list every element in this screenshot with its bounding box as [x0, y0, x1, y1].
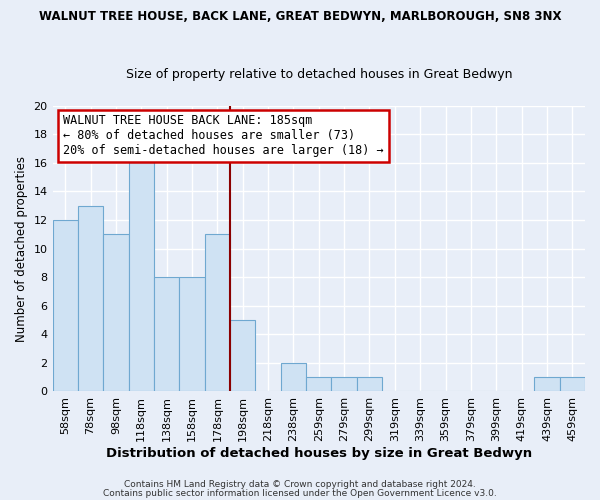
Y-axis label: Number of detached properties: Number of detached properties [15, 156, 28, 342]
Bar [560, 377, 585, 392]
Bar [78, 206, 103, 392]
Bar [306, 377, 331, 392]
Title: Size of property relative to detached houses in Great Bedwyn: Size of property relative to detached ho… [125, 68, 512, 81]
Bar [205, 234, 230, 392]
Bar [128, 148, 154, 392]
Bar [230, 320, 256, 392]
Text: WALNUT TREE HOUSE, BACK LANE, GREAT BEDWYN, MARLBOROUGH, SN8 3NX: WALNUT TREE HOUSE, BACK LANE, GREAT BEDW… [39, 10, 561, 23]
Bar [331, 377, 357, 392]
Bar [103, 234, 128, 392]
Text: Contains HM Land Registry data © Crown copyright and database right 2024.: Contains HM Land Registry data © Crown c… [124, 480, 476, 489]
Text: Contains public sector information licensed under the Open Government Licence v3: Contains public sector information licen… [103, 488, 497, 498]
Bar [53, 220, 78, 392]
Bar [357, 377, 382, 392]
Bar [281, 363, 306, 392]
Text: WALNUT TREE HOUSE BACK LANE: 185sqm
← 80% of detached houses are smaller (73)
20: WALNUT TREE HOUSE BACK LANE: 185sqm ← 80… [63, 114, 384, 158]
Bar [179, 277, 205, 392]
X-axis label: Distribution of detached houses by size in Great Bedwyn: Distribution of detached houses by size … [106, 447, 532, 460]
Bar [154, 277, 179, 392]
Bar [534, 377, 560, 392]
